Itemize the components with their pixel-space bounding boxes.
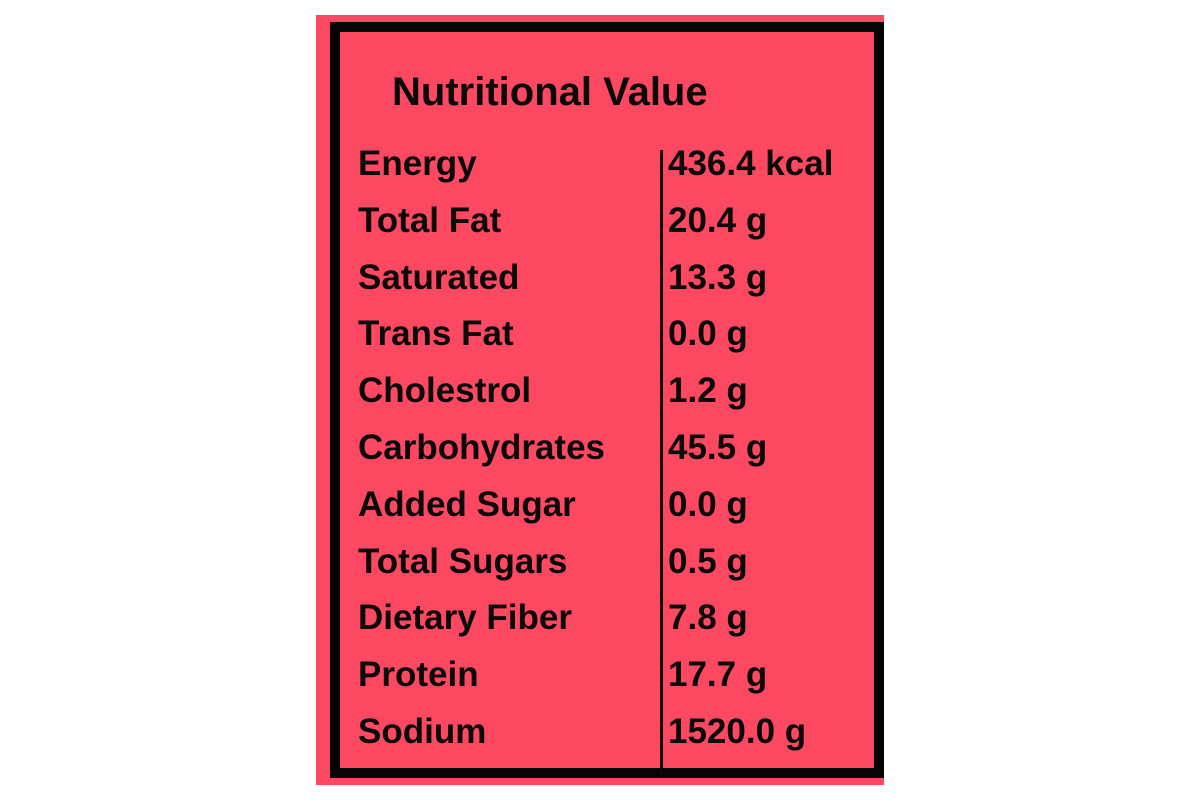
nutrient-label: Cholestrol bbox=[358, 371, 532, 411]
nutrient-value: 7.8 g bbox=[668, 598, 748, 638]
nutrition-row: Dietary Fiber 7.8 g bbox=[340, 598, 874, 654]
nutrient-value: 1520.0 g bbox=[668, 712, 807, 751]
nutrition-row: Total Fat 20.4 g bbox=[340, 201, 874, 257]
nutrition-frame: Nutritional Value Energy 436.4 kcal Total … bbox=[330, 22, 884, 778]
nutrient-value: 17.7 g bbox=[668, 655, 768, 695]
nutrient-label: Total Fat bbox=[358, 200, 502, 240]
nutrient-value: 1.2 g bbox=[668, 371, 748, 411]
nutrition-title: Nutritional Value bbox=[392, 70, 708, 114]
nutrient-label: Trans Fat bbox=[358, 314, 514, 354]
nutrition-row: Added Sugar 0.0 g bbox=[340, 485, 874, 541]
nutrient-value: 0.0 g bbox=[668, 314, 748, 354]
nutrient-value: 45.5 g bbox=[668, 428, 768, 467]
nutrient-label: Saturated bbox=[358, 257, 520, 297]
nutrient-label: Dietary Fiber bbox=[358, 598, 572, 638]
nutrition-row: Energy 436.4 kcal bbox=[340, 144, 874, 200]
nutrient-value: 0.5 g bbox=[668, 541, 748, 581]
nutrient-value: 0.0 g bbox=[668, 484, 748, 524]
nutrient-value: 436.4 kcal bbox=[668, 144, 834, 183]
nutrition-row: Trans Fat 0.0 g bbox=[340, 314, 874, 370]
nutrient-label: Protein bbox=[358, 655, 479, 695]
nutrition-row: Total Sugars 0.5 g bbox=[340, 542, 874, 598]
nutrition-row: Cholestrol 1.2 g bbox=[340, 371, 874, 427]
nutrition-row: Sodium 1520.0 g bbox=[340, 712, 874, 768]
nutrient-label: Sodium bbox=[358, 712, 487, 751]
nutrition-card: Nutritional Value Energy 436.4 kcal Total … bbox=[316, 15, 884, 785]
nutrient-label: Energy bbox=[358, 144, 477, 183]
nutrient-label: Carbohydrates bbox=[358, 428, 606, 467]
nutrient-value: 20.4 g bbox=[668, 200, 768, 240]
nutrient-value: 13.3 g bbox=[668, 257, 768, 297]
nutrient-label: Total Sugars bbox=[358, 541, 568, 581]
nutrition-row: Carbohydrates 45.5 g bbox=[340, 428, 874, 484]
nutrient-label: Added Sugar bbox=[358, 484, 576, 524]
column-divider bbox=[660, 150, 663, 774]
nutrition-row: Protein 17.7 g bbox=[340, 655, 874, 711]
nutrition-row: Saturated 13.3 g bbox=[340, 258, 874, 314]
